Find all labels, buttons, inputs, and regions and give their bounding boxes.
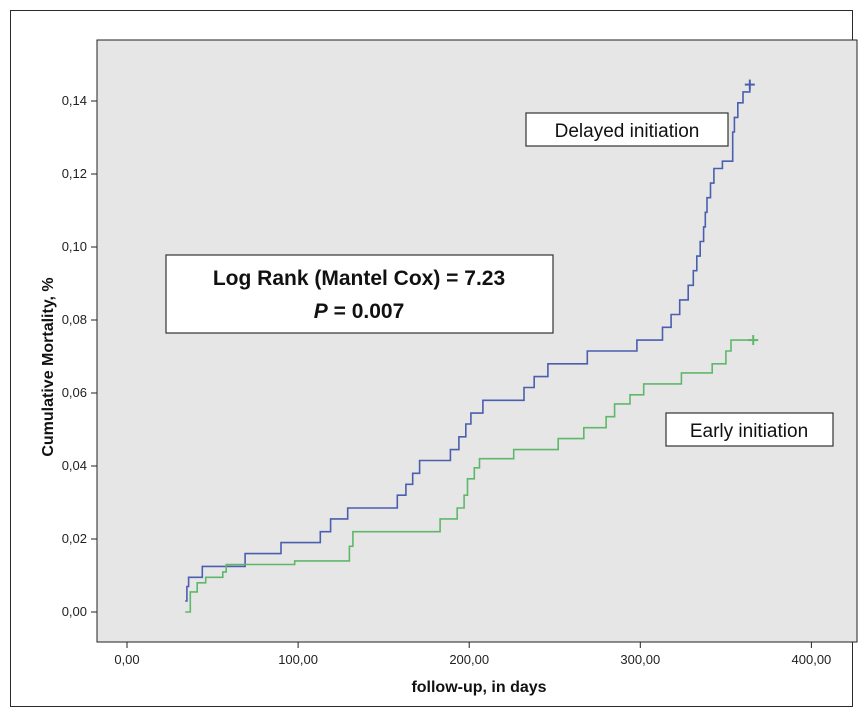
- log-rank-statistic: Log Rank (Mantel Cox) = 7.23: [213, 267, 505, 290]
- y-tick-label: 0,08: [62, 312, 87, 327]
- plot-area: [96, 39, 858, 643]
- axes: 0,00 0,02 0,04 0,06 0,08 0,10 0,12 0,14 0,00 100,…: [62, 93, 832, 667]
- x-tick-label: 300,00: [620, 652, 660, 667]
- series-layer: [185, 79, 759, 613]
- x-axis-title: follow-up, in days: [411, 679, 546, 696]
- y-tick-label: 0,00: [62, 604, 87, 619]
- y-tick-label: 0,14: [62, 93, 87, 108]
- y-tick-label: 0,02: [62, 531, 87, 546]
- p-value: = 0.007: [334, 300, 405, 323]
- log-rank-annotation-box: [165, 254, 554, 334]
- x-tick-label: 100,00: [278, 652, 318, 667]
- x-tick-label: 200,00: [449, 652, 489, 667]
- y-tick-label: 0,06: [62, 385, 87, 400]
- delayed-initiation-label: Delayed initiation: [555, 121, 700, 142]
- early-initiation-curve: [185, 339, 754, 613]
- y-axis-title: Cumulative Mortality, %: [40, 277, 57, 456]
- y-tick-label: 0,04: [62, 458, 87, 473]
- early-initiation-label: Early initiation: [690, 421, 808, 442]
- p-value-line: P = 0.007: [314, 300, 405, 323]
- y-tick-label: 0,12: [62, 166, 87, 181]
- delayed-initiation-curve: [185, 84, 751, 602]
- y-tick-label: 0,10: [62, 239, 87, 254]
- x-tick-label: 400,00: [792, 652, 832, 667]
- delayed-initiation-label-box: [525, 112, 729, 147]
- x-tick-label: 0,00: [114, 652, 139, 667]
- early-initiation-label-box: [665, 412, 834, 447]
- p-label: P: [314, 300, 329, 323]
- delayed-initiation-censor-marker: [744, 79, 755, 90]
- early-initiation-censor-marker: [748, 335, 759, 346]
